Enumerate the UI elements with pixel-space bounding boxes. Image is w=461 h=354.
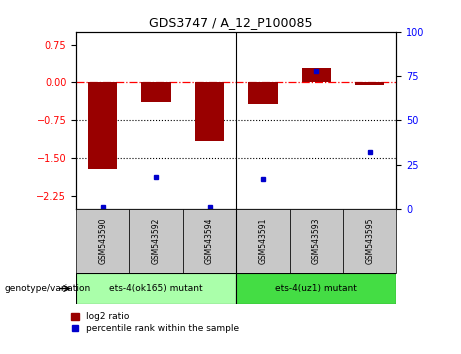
Text: GSM543590: GSM543590 — [98, 217, 107, 264]
Bar — [76, 209, 130, 273]
Text: GSM543591: GSM543591 — [259, 217, 267, 264]
Bar — [343, 209, 396, 273]
Text: GSM543595: GSM543595 — [365, 217, 374, 264]
Bar — [355, 82, 384, 85]
Bar — [236, 273, 396, 304]
Bar — [130, 209, 183, 273]
Text: GSM543592: GSM543592 — [152, 217, 161, 264]
Bar — [290, 209, 343, 273]
Bar — [76, 273, 236, 304]
Text: GSM543594: GSM543594 — [205, 217, 214, 264]
Bar — [301, 68, 331, 82]
Text: genotype/variation: genotype/variation — [5, 284, 91, 293]
Bar — [195, 82, 224, 141]
Text: ets-4(uz1) mutant: ets-4(uz1) mutant — [275, 284, 357, 293]
Text: GSM543593: GSM543593 — [312, 217, 321, 264]
Bar — [142, 82, 171, 102]
Text: GDS3747 / A_12_P100085: GDS3747 / A_12_P100085 — [149, 16, 312, 29]
Bar — [183, 209, 236, 273]
Bar — [88, 82, 118, 170]
Text: ets-4(ok165) mutant: ets-4(ok165) mutant — [109, 284, 203, 293]
Bar — [248, 82, 278, 104]
Bar — [236, 209, 290, 273]
Legend: log2 ratio, percentile rank within the sample: log2 ratio, percentile rank within the s… — [71, 313, 239, 333]
